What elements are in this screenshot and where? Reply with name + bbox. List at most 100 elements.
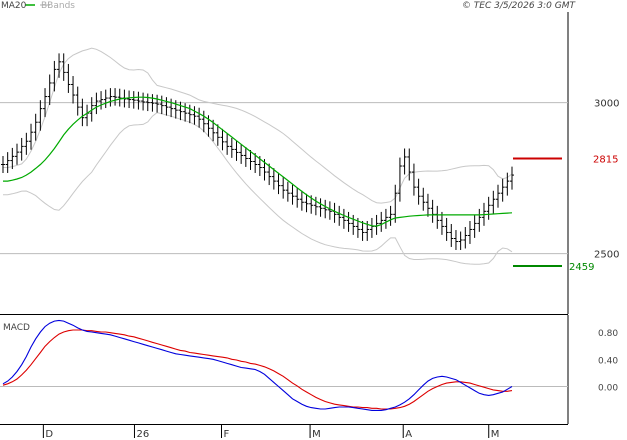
price-bar [29, 123, 34, 150]
macd-lines [2, 319, 513, 411]
price-bar [66, 63, 71, 93]
price-panel [0, 12, 568, 314]
macd-signal-line [2, 329, 513, 410]
price-bar [239, 143, 244, 164]
ma20-line-group [3, 96, 513, 227]
price-bar [19, 137, 24, 161]
price-bar [47, 74, 52, 106]
support-label: 2459 [569, 262, 594, 273]
price-bar [388, 205, 393, 226]
price-bar [510, 166, 514, 190]
price-bar [155, 94, 160, 113]
axis-labels: 3000 2500 0.80 0.40 0.00 D 26 F M A M [42, 99, 619, 440]
price-y-tick-label: 3000 [594, 99, 619, 110]
price-bar [360, 220, 365, 241]
x-axis-tick-label: F [224, 429, 230, 440]
price-bar [313, 196, 318, 216]
macd-line [2, 319, 513, 411]
price-bar [495, 184, 500, 208]
bbands-legend-label: BBands [41, 1, 75, 11]
price-bar [159, 95, 164, 115]
source-timestamp: © TEC 3/5/2026 3:0 GMT [462, 1, 577, 11]
price-bar [295, 187, 300, 208]
price-bar [192, 106, 197, 125]
price-bar [444, 217, 449, 241]
price-bar [407, 148, 412, 181]
price-bar [52, 60, 57, 92]
price-bar [1, 156, 5, 173]
x-axis-tick-label: 26 [136, 429, 149, 440]
price-bar [267, 163, 272, 186]
price-bar [75, 86, 80, 116]
price-bar [141, 92, 146, 111]
price-bar [94, 92, 99, 115]
price-bar [299, 190, 304, 211]
price-bar [71, 76, 76, 104]
price-bar [197, 107, 202, 128]
price-levels: 2815 2459 [513, 154, 618, 273]
price-bar [248, 150, 253, 170]
resistance-label: 2815 [593, 154, 618, 165]
grid-layer [0, 102, 568, 388]
price-bar [80, 98, 85, 127]
price-bar [243, 146, 248, 167]
price-bar [477, 208, 482, 232]
ma20-line [3, 96, 513, 227]
price-bar [150, 94, 155, 112]
price-bar [402, 148, 407, 175]
price-bar [425, 193, 430, 217]
price-bar [341, 208, 346, 229]
price-bar [61, 53, 66, 81]
price-y-tick-label: 2500 [594, 250, 619, 261]
price-bar [379, 211, 384, 232]
price-bar [164, 97, 169, 116]
price-bar [215, 124, 220, 146]
x-axis-tick-label: M [491, 429, 500, 440]
price-bar [229, 137, 234, 158]
price-bar [449, 224, 454, 247]
price-bar [281, 177, 286, 199]
price-bar [173, 100, 178, 119]
price-bar [285, 181, 290, 202]
price-bar [304, 193, 309, 213]
price-bar [99, 91, 104, 110]
price-bar [323, 199, 328, 219]
ma20-legend-label: MA20 [1, 1, 27, 11]
price-bar [10, 147, 15, 170]
price-bar [220, 128, 225, 151]
price-bar [439, 211, 444, 235]
price-bar [505, 172, 510, 196]
price-bar [234, 140, 239, 161]
price-bar [108, 88, 113, 107]
price-bar [127, 90, 132, 109]
price-bar [500, 178, 505, 202]
price-bar [201, 110, 206, 133]
price-bar [467, 220, 472, 244]
macd-y-tick-label: 0.00 [598, 384, 618, 394]
price-bar [411, 163, 416, 196]
price-bar [225, 133, 230, 155]
price-bar [131, 91, 136, 109]
price-bar [393, 184, 398, 223]
price-bar [337, 205, 342, 226]
price-bar [253, 153, 258, 173]
price-bar [38, 100, 43, 131]
price-bar [117, 88, 122, 107]
price-bar [145, 93, 150, 112]
macd-panel-label: MACD [3, 323, 30, 333]
bollinger-bands [3, 47, 513, 265]
price-bar [169, 98, 174, 118]
price-bar [276, 172, 281, 195]
bbands-lower-line [3, 112, 513, 265]
macd-panel [0, 315, 568, 424]
price-bar [113, 88, 118, 106]
x-axis-tick-label: A [405, 429, 412, 440]
price-bar [24, 132, 29, 155]
price-bar [183, 103, 188, 122]
price-bar [187, 104, 192, 124]
price-bar [5, 152, 10, 173]
price-bar [211, 119, 216, 142]
price-bar [327, 201, 332, 220]
price-bar [458, 231, 463, 250]
